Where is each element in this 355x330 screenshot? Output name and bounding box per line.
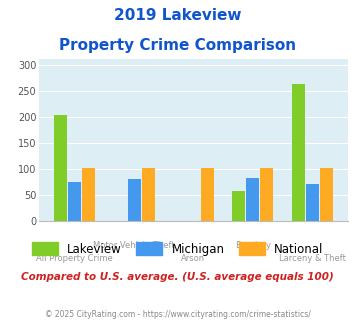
Legend: Lakeview, Michigan, National: Lakeview, Michigan, National xyxy=(32,242,323,256)
Bar xyxy=(127,180,141,221)
Text: Larceny & Theft: Larceny & Theft xyxy=(279,254,346,263)
Bar xyxy=(246,178,260,221)
Text: Burglary: Burglary xyxy=(235,241,271,249)
Bar xyxy=(82,168,95,221)
Bar xyxy=(292,84,305,221)
Text: All Property Crime: All Property Crime xyxy=(36,254,113,263)
Text: © 2025 CityRating.com - https://www.cityrating.com/crime-statistics/: © 2025 CityRating.com - https://www.city… xyxy=(45,310,310,319)
Text: Compared to U.S. average. (U.S. average equals 100): Compared to U.S. average. (U.S. average … xyxy=(21,272,334,282)
Bar xyxy=(201,168,214,221)
Text: Motor Vehicle Theft: Motor Vehicle Theft xyxy=(93,241,175,249)
Bar xyxy=(306,183,319,221)
Text: Property Crime Comparison: Property Crime Comparison xyxy=(59,38,296,53)
Text: 2019 Lakeview: 2019 Lakeview xyxy=(114,8,241,23)
Bar xyxy=(68,182,81,221)
Bar xyxy=(320,168,333,221)
Bar xyxy=(142,168,154,221)
Bar xyxy=(260,168,273,221)
Bar xyxy=(54,115,67,221)
Text: Arson: Arson xyxy=(181,254,206,263)
Bar xyxy=(233,191,245,221)
